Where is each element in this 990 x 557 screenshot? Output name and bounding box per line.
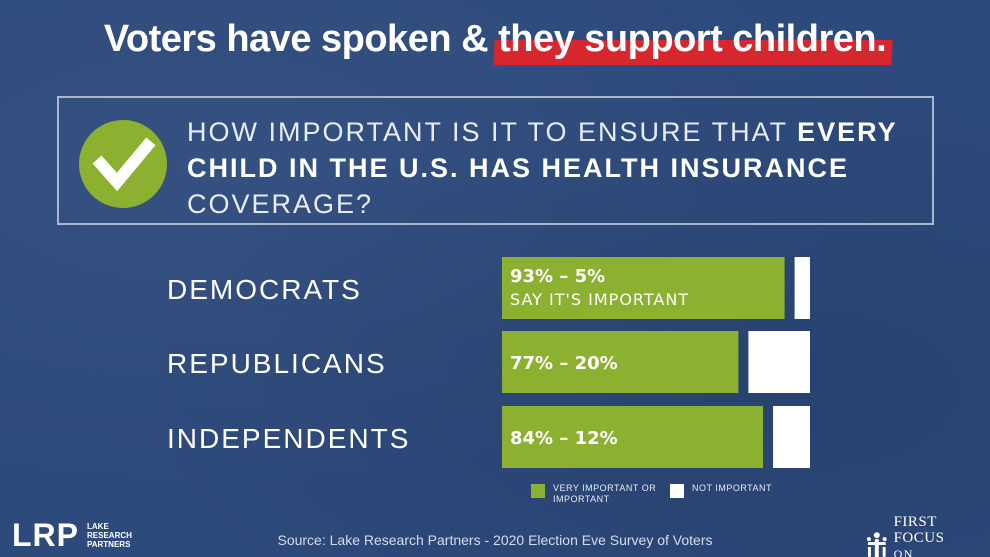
ffc-line1: First Focus — [893, 514, 945, 546]
legend-label-important: VERY IMPORTANT OR IMPORTANT — [553, 483, 657, 504]
lrp-logo: LRP LAKE RESEARCH PARTNERS — [12, 517, 132, 554]
legend-item-important: VERY IMPORTANT OR IMPORTANT — [531, 483, 663, 505]
category-label: INDEPENDENTS — [167, 423, 410, 454]
bar-important — [502, 257, 785, 319]
lrp-logo-mark: LRP — [12, 517, 79, 553]
category-label: REPUBLICANS — [167, 348, 387, 379]
bar-not-important — [748, 331, 810, 393]
lrp-logo-words: LAKE RESEARCH PARTNERS — [87, 522, 132, 549]
headline-part2: they support children. — [498, 18, 887, 60]
legend-swatch-important — [531, 484, 545, 498]
question-part2: every child in the U.S. has health insur… — [187, 117, 898, 183]
lrp-word: RESEARCH — [87, 531, 132, 540]
question-part3: coverage? — [187, 189, 374, 219]
ffc-logo: First Focus on Children — [866, 514, 990, 557]
legend-label-not-important: NOT IMPORTANT — [692, 483, 773, 493]
headline-highlight: they support children. — [498, 18, 887, 61]
headline: Voters have spoken & they support childr… — [0, 18, 990, 61]
legend-item-not-important: NOT IMPORTANT — [670, 483, 802, 498]
ffc-logo-words: First Focus on Children — [894, 514, 990, 557]
data-sub-label: SAY IT'S IMPORTANT — [510, 290, 689, 309]
lrp-word: PARTNERS — [87, 540, 131, 549]
question-text: How important is it to ensure that every… — [187, 114, 917, 222]
bar-important — [502, 331, 739, 393]
question-part1: How important is it to ensure that — [187, 117, 798, 147]
data-label: 84% – 12% — [510, 428, 618, 449]
checkmark-icon — [79, 120, 167, 208]
bar-not-important — [794, 257, 810, 319]
bar-important — [502, 406, 764, 468]
ffc-logo-icon — [866, 532, 887, 557]
source-note: Source: Lake Research Partners - 2020 El… — [277, 532, 713, 548]
ffc-line2: on Children — [893, 547, 914, 557]
lrp-word: LAKE — [87, 522, 109, 531]
question-box: How important is it to ensure that every… — [57, 96, 934, 225]
data-label: 77% – 20% — [510, 353, 618, 374]
data-label: 93% – 5% — [510, 266, 605, 287]
headline-part1: Voters have spoken & — [103, 18, 499, 60]
legend-swatch-not-important — [670, 484, 684, 498]
category-label: DEMOCRATS — [167, 274, 362, 305]
bar-not-important — [773, 406, 810, 468]
